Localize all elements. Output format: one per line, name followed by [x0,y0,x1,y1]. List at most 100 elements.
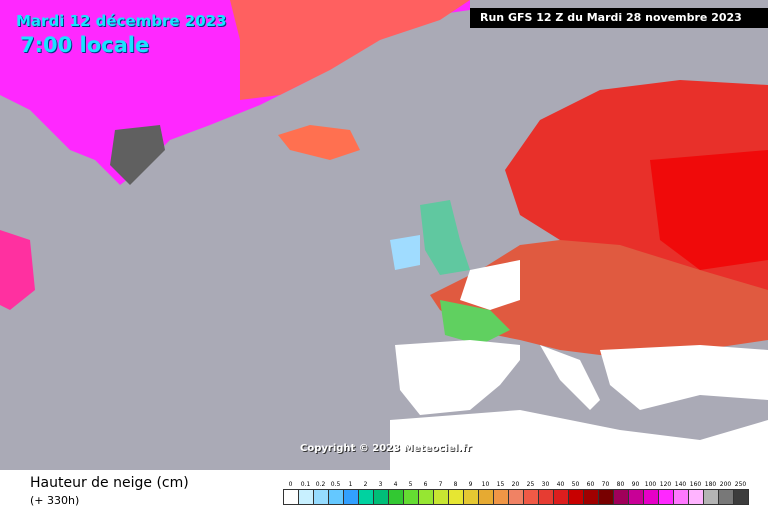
legend-swatch [357,489,374,505]
legend-label: 5 [408,481,413,488]
legend-label: 200 [719,481,732,488]
legend-label: 4 [393,481,398,488]
legend-label: 100 [644,481,657,488]
legend-label: 1 [348,481,353,488]
legend-swatch [462,489,479,505]
legend-label: 0.1 [300,481,311,488]
greenland-east [230,0,470,100]
legend-item: 120 [657,480,674,505]
legend-swatch [567,489,584,505]
legend-item: 70 [597,480,614,505]
legend-item: 80 [612,480,629,505]
legend-swatch [297,489,314,505]
legend-label: 15 [496,481,505,488]
legend-swatch [342,489,359,505]
ireland [390,235,420,270]
france [440,300,510,345]
legend-label: 60 [586,481,595,488]
legend-swatch [522,489,539,505]
legend-item: 10 [477,480,494,505]
legend-swatch [312,489,329,505]
legend-item: 9 [462,480,479,505]
legend-item: 6 [417,480,434,505]
legend-item: 140 [672,480,689,505]
forecast-time: 7:00 locale [20,33,150,57]
legend-swatch [492,489,509,505]
legend-item: 160 [687,480,704,505]
legend-swatch [327,489,344,505]
legend-label: 30 [541,481,550,488]
legend-item: 2 [357,480,374,505]
run-info: Run GFS 12 Z du Mardi 28 novembre 2023 [470,8,768,28]
legend-swatch [507,489,524,505]
legend-swatch [387,489,404,505]
legend-swatch [432,489,449,505]
legend-item: 15 [492,480,509,505]
legend-swatch [582,489,599,505]
legend-item: 0 [282,480,299,505]
legend-item: 25 [522,480,539,505]
italy [540,345,600,410]
legend-swatch [657,489,674,505]
legend-label: 25 [526,481,535,488]
legend-swatch [687,489,704,505]
canada [0,230,35,310]
legend-swatch [672,489,689,505]
legend-swatch [642,489,659,505]
legend-swatch [732,489,749,505]
legend-swatch [627,489,644,505]
legend-item: 100 [642,480,659,505]
legend-item: 50 [567,480,584,505]
legend-label: 180 [704,481,717,488]
legend-item: 5 [402,480,419,505]
copyright: Copyright © 2023 Meteociel.fr [300,443,472,454]
map [0,0,768,470]
legend-swatch [537,489,554,505]
legend-swatch [417,489,434,505]
legend-label: 2 [363,481,368,488]
legend-item: 0.1 [297,480,314,505]
iceland [278,125,360,160]
legend-swatch [447,489,464,505]
legend-label: 7 [438,481,443,488]
legend-item: 250 [732,480,749,505]
legend-label: 70 [601,481,610,488]
greenland-south [110,125,165,185]
legend-item: 0.2 [312,480,329,505]
legend-swatch [402,489,419,505]
legend-item: 1 [342,480,359,505]
legend-swatch [477,489,494,505]
legend-label: 0 [288,481,293,488]
legend-item: 40 [552,480,569,505]
legend-label: 40 [556,481,565,488]
legend-label: 9 [468,481,473,488]
legend-item: 3 [372,480,389,505]
legend-label: 120 [659,481,672,488]
legend-swatch [372,489,389,505]
legend-item: 4 [387,480,404,505]
legend-label: 0.2 [315,481,326,488]
color-scale: 0 0.1 0.2 0.5 1 2 3 4 5 6 7 8 9 10 15 20 25 30 40 50 60 70 80 9… [282,480,749,505]
legend-label: 140 [674,481,687,488]
legend-item: 20 [507,480,524,505]
north-africa [390,410,768,470]
balkans-turkey [600,345,768,410]
legend-item: 7 [432,480,449,505]
legend-item: 200 [717,480,734,505]
legend-item: 0.5 [327,480,344,505]
legend-label: 6 [423,481,428,488]
legend-label: 50 [571,481,580,488]
legend-title: Hauteur de neige (cm) [30,475,189,491]
legend-label: 160 [689,481,702,488]
legend-swatch [552,489,569,505]
lead-time: (+ 330h) [30,494,80,507]
legend-swatch [612,489,629,505]
legend-label: 90 [631,481,640,488]
legend-item: 8 [447,480,464,505]
legend-swatch [702,489,719,505]
great-britain [420,200,470,275]
legend-swatch [597,489,614,505]
legend-swatch [282,489,299,505]
legend-item: 30 [537,480,554,505]
